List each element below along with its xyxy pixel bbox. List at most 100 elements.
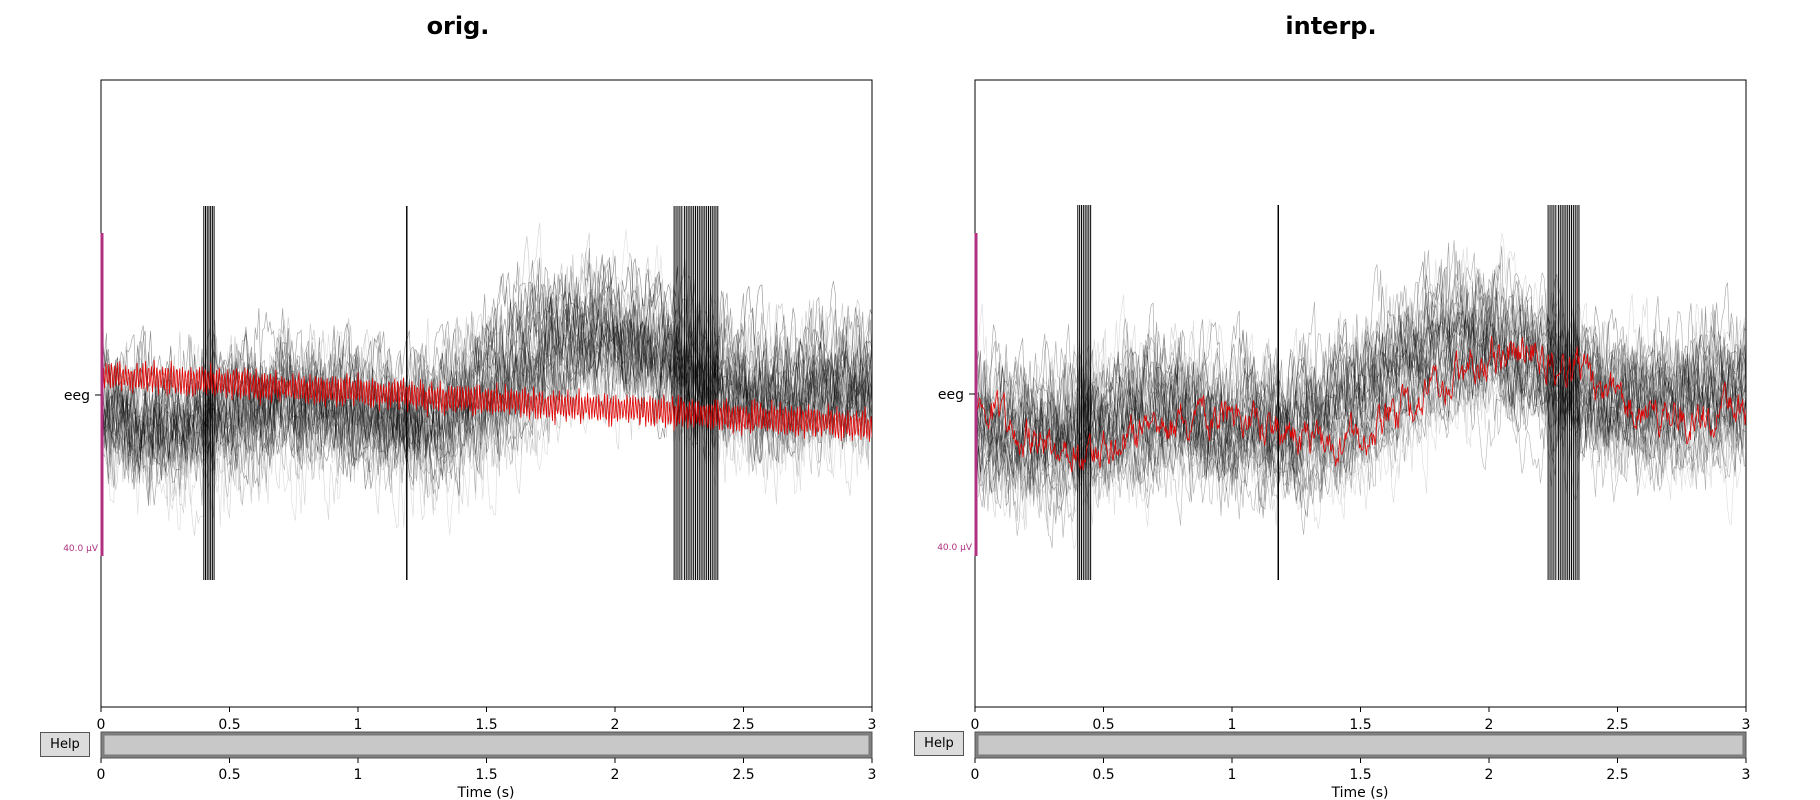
eeg-trace — [975, 363, 1746, 520]
scroll-tick-label: 2.5 — [732, 767, 754, 783]
scrollbar-thumb-interp[interactable] — [977, 734, 1744, 756]
scroll-xlabel-orig: Time (s) — [457, 785, 515, 800]
scale-label-interp: 40.0 µV — [937, 543, 973, 553]
eeg-trace — [101, 282, 872, 461]
eeg-trace — [101, 306, 872, 466]
plot-frame-interp[interactable] — [974, 79, 1747, 708]
eeg-trace — [101, 288, 872, 452]
channel-label-orig: eeg — [64, 388, 90, 404]
x-tick-label: 0 — [971, 717, 980, 733]
eeg-trace — [975, 328, 1746, 505]
panel-title-interp: interp. — [1285, 12, 1376, 40]
eeg-trace — [975, 314, 1746, 518]
eeg-trace — [101, 269, 872, 479]
eeg-trace — [101, 293, 872, 536]
eeg-trace — [975, 289, 1746, 519]
eeg-trace — [101, 248, 872, 480]
scroll-tick-label: 0.5 — [218, 767, 240, 783]
eeg-trace — [975, 232, 1746, 498]
x-tick-label: 2.5 — [732, 717, 754, 733]
eeg-trace — [975, 285, 1746, 439]
eeg-trace — [975, 240, 1746, 492]
scroll-tick-label: 2 — [1485, 767, 1494, 783]
x-tick-label: 1 — [1228, 717, 1237, 733]
eeg-trace — [975, 346, 1746, 516]
highlight-trace — [101, 359, 872, 443]
eeg-trace — [101, 297, 872, 466]
eeg-trace — [975, 273, 1746, 462]
x-tick-label: 2 — [1485, 717, 1494, 733]
x-axis-ticks-interp: 0 0.5 1 1.5 2 2.5 3 — [971, 707, 1751, 733]
scroll-tick-label: 0.5 — [1092, 767, 1114, 783]
eeg-trace — [975, 268, 1746, 489]
eeg-trace — [975, 279, 1746, 466]
x-tick-label: 0.5 — [218, 717, 240, 733]
x-tick-label: 1.5 — [1349, 717, 1371, 733]
eeg-trace — [101, 255, 872, 449]
x-tick-label: 2.5 — [1606, 717, 1628, 733]
eeg-trace — [975, 323, 1746, 550]
scroll-tick-label: 3 — [1742, 767, 1751, 783]
eeg-trace — [101, 252, 872, 484]
x-tick-label: 2 — [611, 717, 620, 733]
eeg-trace — [101, 222, 872, 466]
eeg-trace — [975, 355, 1746, 537]
eeg-trace — [975, 242, 1746, 480]
eeg-trace — [101, 273, 872, 455]
scale-label-orig: 40.0 µV — [63, 544, 99, 554]
eeg-trace — [975, 303, 1746, 511]
trace-bundle-interp — [975, 205, 1746, 580]
x-tick-label: 3 — [1742, 717, 1751, 733]
eeg-trace — [975, 310, 1746, 457]
eeg-trace — [101, 277, 872, 477]
eeg-trace — [101, 229, 872, 458]
eeg-trace — [975, 312, 1746, 489]
eeg-trace — [975, 249, 1746, 457]
scroll-tick-label: 0 — [971, 767, 980, 783]
scroll-tick-label: 1 — [354, 767, 363, 783]
eeg-trace — [975, 305, 1746, 549]
eeg-trace — [101, 254, 872, 485]
scroll-tick-label: 2 — [611, 767, 620, 783]
eeg-trace — [975, 260, 1746, 480]
eeg-trace — [101, 318, 872, 518]
eeg-trace — [101, 257, 872, 448]
eeg-trace — [975, 347, 1746, 496]
x-axis-ticks-orig: 0 0.5 1 1.5 2 2.5 3 — [97, 707, 877, 733]
eeg-trace — [101, 293, 872, 471]
eeg-trace — [101, 302, 872, 506]
scroll-xlabel-interp: Time (s) — [1331, 785, 1389, 800]
plot-frame-orig[interactable] — [100, 79, 873, 708]
trace-bundle-orig — [101, 206, 872, 580]
eeg-trace — [101, 291, 872, 450]
scrollbar-ticks-interp: 0 0.5 1 1.5 2 2.5 3 — [971, 758, 1751, 783]
eeg-trace — [975, 330, 1746, 494]
highlight-trace — [975, 336, 1746, 473]
scrollbar-thumb-orig[interactable] — [103, 734, 870, 756]
help-button-orig[interactable]: Help — [40, 732, 90, 757]
scroll-tick-label: 0 — [97, 767, 106, 783]
scrollbar-ticks-orig: 0 0.5 1 1.5 2 2.5 3 — [97, 758, 877, 783]
eeg-trace — [975, 265, 1746, 483]
panel-title-orig: orig. — [427, 12, 490, 40]
eeg-trace — [975, 329, 1746, 479]
eeg-trace — [101, 289, 872, 481]
eeg-trace — [975, 320, 1746, 490]
eeg-trace — [975, 320, 1746, 498]
x-tick-label: 3 — [868, 717, 877, 733]
x-tick-label: 1 — [354, 717, 363, 733]
x-tick-label: 0 — [97, 717, 106, 733]
eeg-trace — [975, 283, 1746, 459]
eeg-trace — [101, 232, 872, 494]
scroll-tick-label: 3 — [868, 767, 877, 783]
scroll-tick-label: 1.5 — [1349, 767, 1371, 783]
eeg-trace — [975, 317, 1746, 475]
x-tick-label: 0.5 — [1092, 717, 1114, 733]
eeg-trace — [975, 311, 1746, 477]
scroll-tick-label: 1 — [1228, 767, 1237, 783]
scroll-tick-label: 2.5 — [1606, 767, 1628, 783]
help-button-interp[interactable]: Help — [914, 731, 964, 756]
eeg-trace — [975, 305, 1746, 473]
channel-label-interp: eeg — [938, 387, 964, 403]
